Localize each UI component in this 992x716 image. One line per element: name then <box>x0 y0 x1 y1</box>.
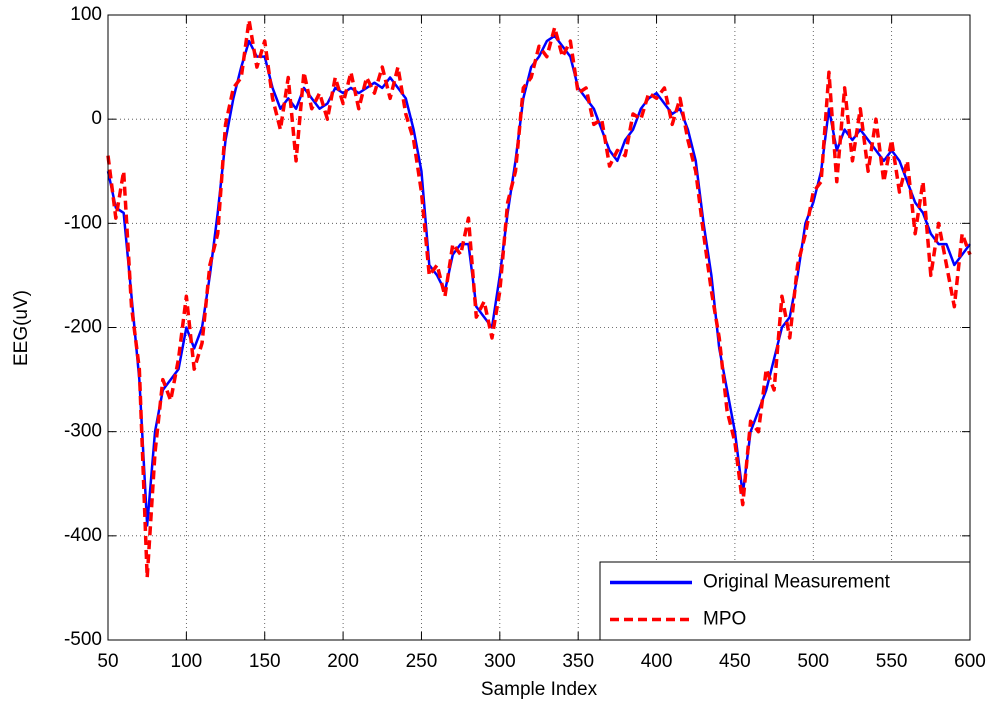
y-axis-label: EEG(uV) <box>11 290 32 366</box>
y-tick-label: 0 <box>91 108 102 129</box>
x-tick-label: 300 <box>484 651 516 672</box>
y-tick-label: -100 <box>64 212 102 233</box>
legend: Original Measurement MPO <box>599 561 971 641</box>
x-tick-label: 600 <box>954 651 986 672</box>
x-tick-label: 100 <box>171 651 203 672</box>
legend-label: MPO <box>703 609 746 630</box>
x-tick-label: 350 <box>562 651 594 672</box>
y-tick-label: -300 <box>64 421 102 442</box>
x-tick-label: 250 <box>406 651 438 672</box>
x-tick-label: 50 <box>97 651 118 672</box>
plot-frame <box>107 14 971 641</box>
x-tick-label: 550 <box>876 651 908 672</box>
x-tick-label: 500 <box>797 651 829 672</box>
x-tick-label: 200 <box>327 651 359 672</box>
legend-box <box>599 561 971 641</box>
x-tick-label: 150 <box>249 651 281 672</box>
y-tick-label: -200 <box>64 317 102 338</box>
legend-label: Original Measurement <box>703 572 891 593</box>
data-line <box>106 18 972 580</box>
y-tick-label: 100 <box>70 4 102 25</box>
y-tick-label: -400 <box>64 525 102 546</box>
y-tick-label: -500 <box>64 629 102 650</box>
x-tick-label: 450 <box>719 651 751 672</box>
x-tick-label: 400 <box>641 651 673 672</box>
x-axis-label: Sample Index <box>481 679 598 700</box>
